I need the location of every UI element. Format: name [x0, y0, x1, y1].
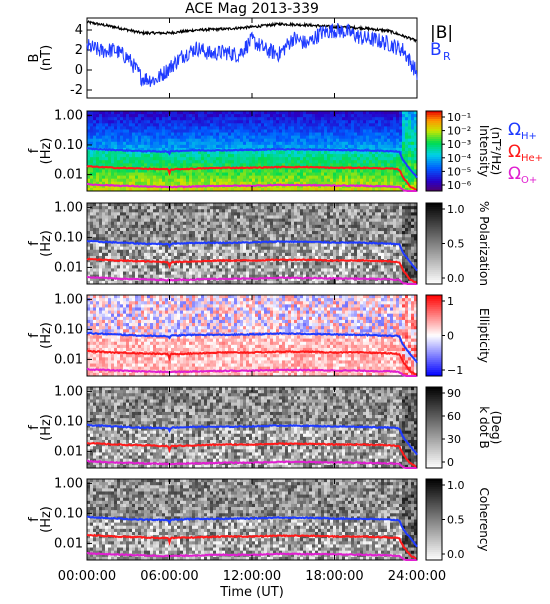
legend-omega-1: Ω [508, 142, 521, 162]
legend-omega-2: Ω [508, 164, 521, 184]
colorbar-tick-label: 60 [447, 410, 461, 423]
xtick-label: 12:00:00 [223, 569, 281, 584]
colorbar-1 [426, 111, 442, 192]
legend-br: B [430, 40, 442, 60]
colorbar-label: Intensity [477, 125, 491, 177]
yaxis-label: (Hz) [39, 138, 54, 165]
colorbar-label: Ellipticity [477, 308, 491, 363]
ytick-label: -2 [70, 83, 83, 98]
colorbar-tick-label: 10⁻⁵ [447, 165, 471, 178]
ytick-label: 0 [75, 63, 83, 78]
ytick-label: 1.00 [54, 108, 83, 123]
ytick-label: 1.00 [54, 384, 83, 399]
yaxis-label: (nT) [39, 45, 54, 71]
colorbar-tick-label: 10⁻⁶ [447, 179, 472, 192]
yaxis-label: (Hz) [39, 322, 54, 349]
colorbar-3 [426, 295, 442, 377]
yaxis-label: (Hz) [39, 506, 54, 533]
ytick-label: 0.01 [54, 168, 83, 183]
colorbar-tick-label: 1.0 [447, 479, 465, 492]
legend-br-sub: R [443, 50, 451, 63]
colorbar-tick-label: −1 [447, 364, 463, 377]
colorbar-tick-label: 10⁻¹ [447, 111, 471, 124]
yaxis-label: (Hz) [39, 414, 54, 441]
legend-omega-sub: H+ [521, 131, 537, 142]
colorbar-label: k dot B [477, 406, 491, 448]
legend-omega-sub: O+ [521, 175, 537, 186]
colorbar-label: Coherency [477, 487, 491, 551]
xaxis-label: Time (UT) [219, 585, 284, 600]
ytick-label: 1.00 [54, 292, 83, 307]
xtick-label: 18:00:00 [305, 569, 363, 584]
colorbar-label: % Polarization [477, 201, 491, 286]
ytick-label: 0.01 [54, 536, 83, 551]
chart-title: ACE Mag 2013-339 [185, 1, 319, 17]
colorbar-tick-label: 0.0 [447, 548, 465, 561]
xtick-label: 24:00:00 [388, 569, 446, 584]
yaxis-label: (Hz) [39, 230, 54, 257]
xtick-label: 06:00:00 [140, 569, 198, 584]
ytick-label: 1.00 [54, 200, 83, 215]
colorbar-label: (Deg) [489, 411, 503, 445]
colorbar-2 [426, 203, 442, 285]
ytick-label: 0.01 [54, 444, 83, 459]
colorbar-4 [426, 387, 442, 469]
ytick-label: 0.10 [54, 414, 83, 429]
ytick-label: 2 [75, 43, 83, 58]
ytick-label: 0.10 [54, 138, 83, 153]
colorbar-tick-label: 0 [447, 456, 454, 469]
colorbar-tick-label: 90 [447, 387, 461, 400]
ytick-label: 0.10 [54, 506, 83, 521]
ytick-label: 0.10 [54, 230, 83, 245]
legend-omega-0: Ω [508, 120, 521, 140]
colorbar-tick-label: 0 [447, 330, 454, 343]
ytick-label: 0.10 [54, 322, 83, 337]
legend-omega-sub: He+ [521, 153, 543, 164]
colorbar-tick-label: 0.5 [447, 514, 465, 527]
ytick-label: 1.00 [54, 476, 83, 491]
colorbar-tick-label: 0.0 [447, 272, 465, 285]
colorbar-5 [426, 479, 442, 561]
colorbar-tick-label: 10⁻⁴ [447, 152, 472, 165]
colorbar-tick-label: 1 [447, 295, 454, 308]
ytick-label: 0.01 [54, 352, 83, 367]
colorbar-tick-label: 0.5 [447, 238, 465, 251]
colorbar-tick-label: 30 [447, 433, 461, 446]
ytick-label: 0.01 [54, 260, 83, 275]
colorbar-tick-label: 1.0 [447, 203, 465, 216]
colorbar-tick-label: 10⁻³ [447, 138, 471, 151]
ytick-label: 4 [75, 23, 83, 38]
colorbar-tick-label: 10⁻² [447, 125, 471, 138]
colorbar-label: (nT²/Hz) [489, 127, 503, 175]
xtick-label: 00:00:00 [58, 569, 116, 584]
